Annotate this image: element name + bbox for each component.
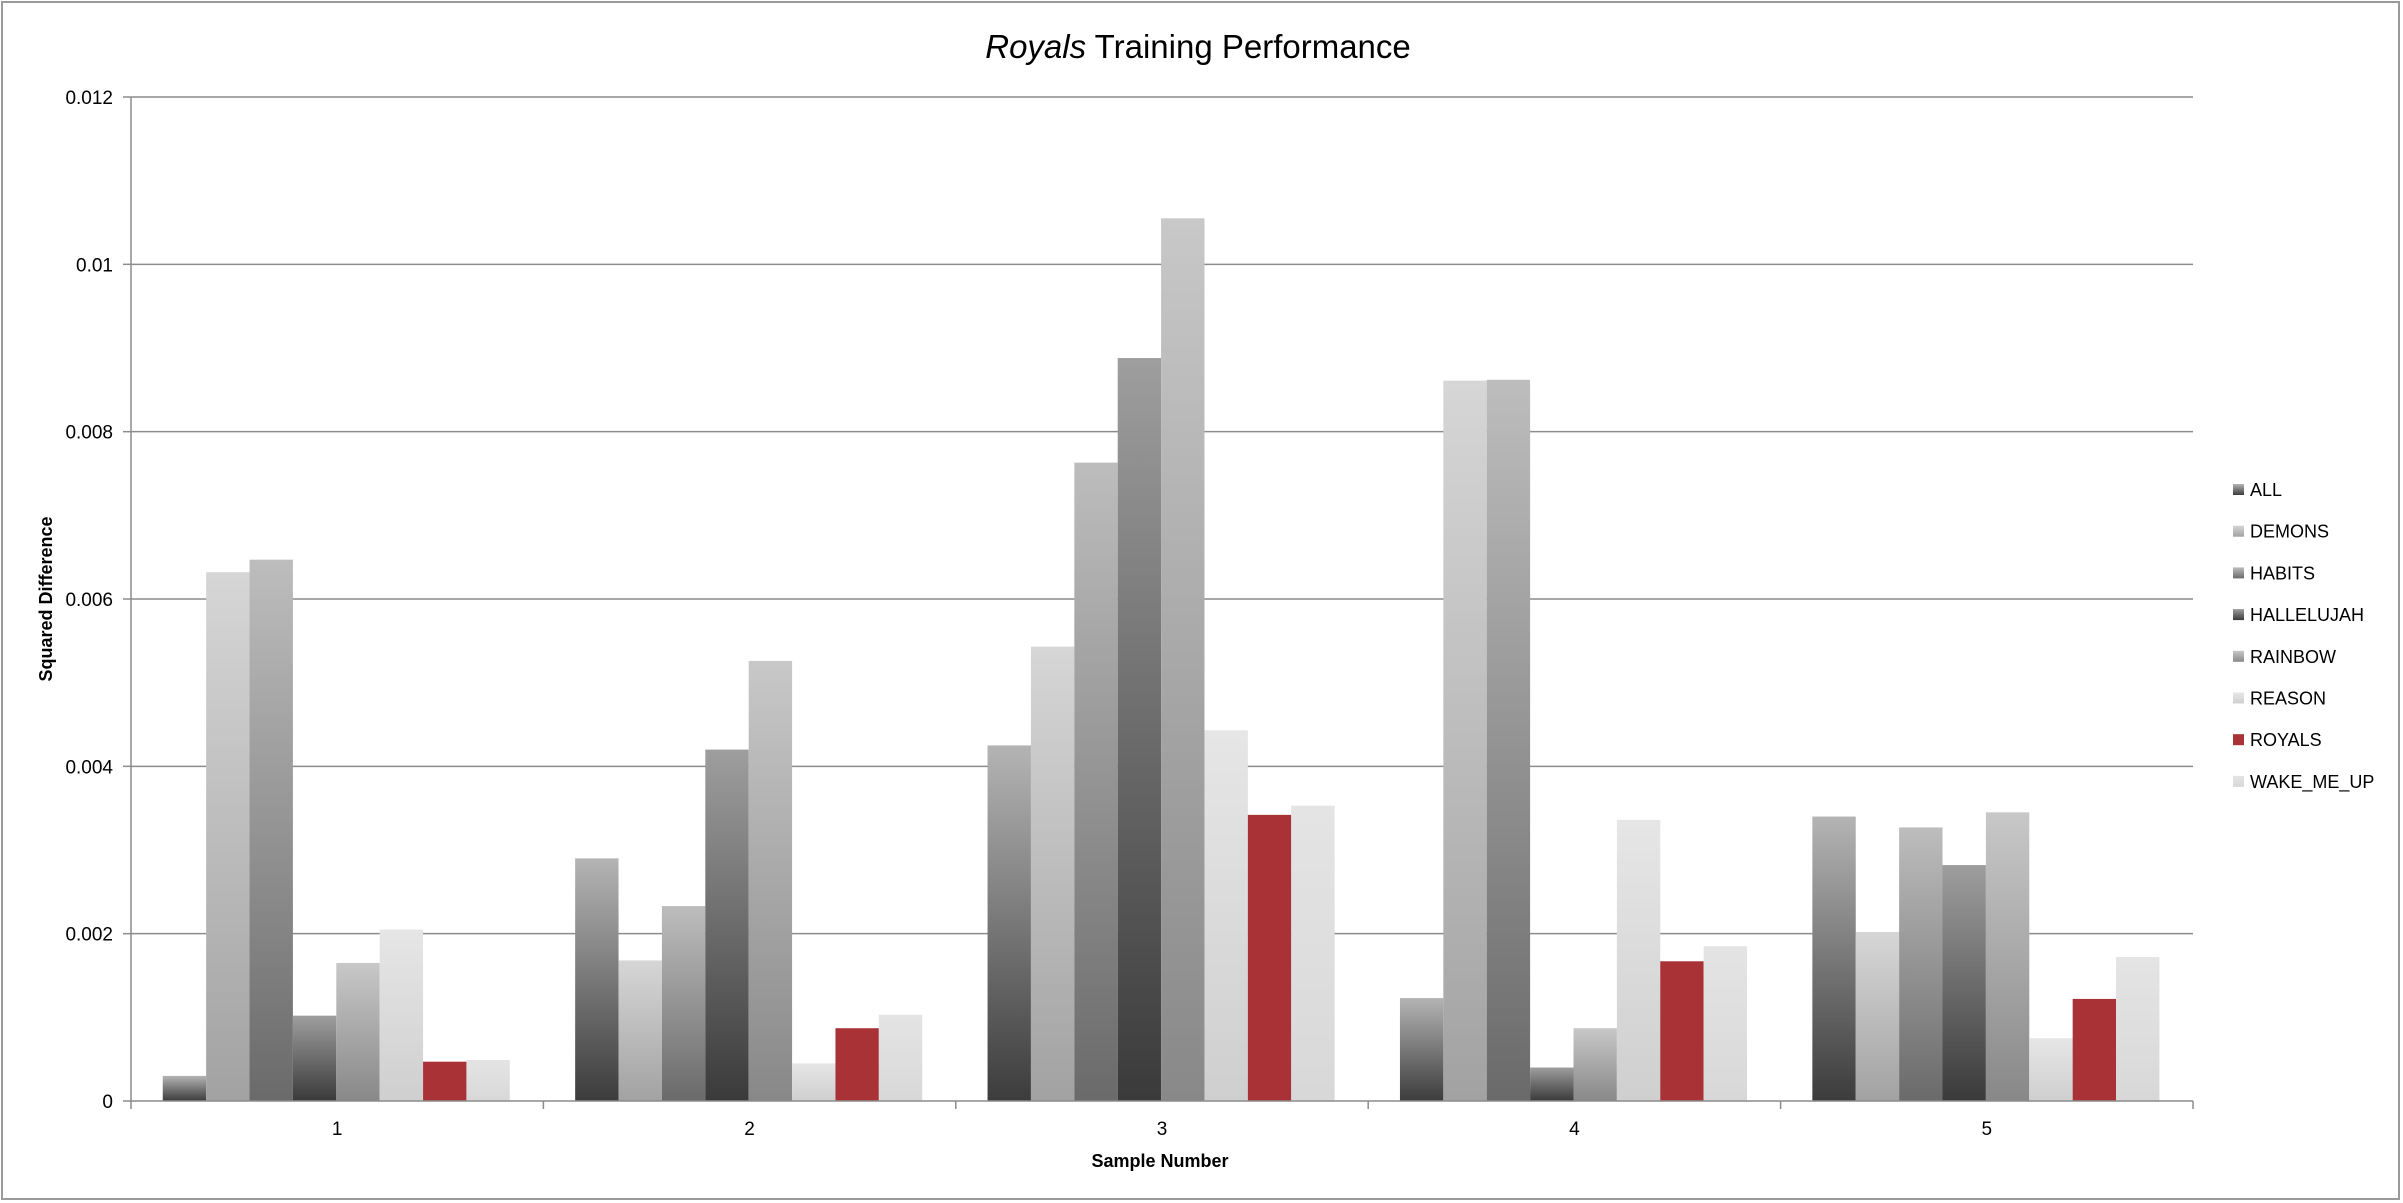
bar-rainbow-sample-2	[748, 660, 793, 1101]
bar-all-sample-3	[987, 745, 1031, 1101]
x-tick-label: 2	[744, 1119, 755, 1140]
bar-demons-sample-4	[1443, 380, 1487, 1101]
chart-title: Royals Training Performance	[985, 28, 1411, 65]
bar-hallelujah-sample-4	[1530, 1067, 1574, 1101]
bar-all-sample-4	[1399, 998, 1444, 1101]
bar-rainbow-sample-3	[1161, 218, 1205, 1102]
bar-habits-sample-4	[1486, 379, 1531, 1101]
legend-swatch-demons	[2233, 525, 2244, 537]
bar-hallelujah-sample-3	[1117, 358, 1162, 1101]
bar-hallelujah-sample-2	[705, 749, 749, 1101]
bar-demons-sample-5	[1855, 931, 1900, 1101]
x-axis-title: Sample Number	[1091, 1151, 1228, 1171]
legend-swatch-wake-me-up	[2233, 775, 2244, 787]
bar-reason-sample-5	[2029, 1038, 2073, 1101]
y-tick-label: 0.002	[65, 925, 113, 946]
bar-hallelujah-sample-1	[292, 1015, 337, 1101]
bar-rainbow-sample-4	[1573, 1028, 1617, 1101]
x-tick-label: 3	[1157, 1119, 1168, 1140]
x-tick-labels: 1 2 3 4 5	[332, 1119, 1992, 1140]
legend-swatch-habits	[2233, 567, 2244, 579]
y-tick-label: 0	[102, 1092, 113, 1113]
y-tick-label: 0.004	[65, 757, 113, 778]
legend-label-hallelujah: HALLELUJAH	[2250, 605, 2364, 625]
y-tick-label: 0.01	[76, 255, 113, 276]
bar-royals-sample-3	[1247, 814, 1292, 1101]
chart-title-italic: Royals	[985, 28, 1086, 65]
bar-habits-sample-5	[1899, 827, 1943, 1101]
bar-reason-sample-2	[792, 1063, 836, 1101]
legend-swatch-all	[2233, 484, 2244, 495]
bar-wake-me-up-sample-2	[878, 1014, 923, 1101]
legend-swatch-hallelujah	[2233, 609, 2244, 621]
legend-swatch-royals	[2233, 734, 2244, 746]
bar-wake-me-up-sample-4	[1703, 946, 1748, 1101]
legend-swatch-rainbow	[2233, 650, 2244, 662]
bar-wake-me-up-sample-3	[1291, 805, 1335, 1101]
bar-demons-sample-1	[206, 572, 250, 1101]
legend-label-all: ALL	[2250, 480, 2282, 500]
legend-label-wake-me-up: WAKE_ME_UP	[2250, 772, 2374, 793]
bar-all-sample-2	[575, 858, 619, 1101]
bar-royals-sample-5	[2072, 998, 2117, 1101]
y-tick-label: 0.006	[65, 590, 113, 611]
y-tick-label: 0.008	[65, 423, 113, 444]
legend-swatch-reason	[2233, 692, 2244, 704]
legend-label-reason: REASON	[2250, 689, 2326, 709]
bars	[162, 218, 2160, 1102]
bar-wake-me-up-sample-5	[2116, 957, 2160, 1101]
bar-reason-sample-1	[379, 929, 424, 1101]
bar-all-sample-1	[162, 1075, 207, 1101]
bar-royals-sample-1	[423, 1061, 467, 1101]
axes	[123, 96, 2194, 1109]
legend-label-habits: HABITS	[2250, 563, 2315, 583]
chart-title-rest: Training Performance	[1086, 28, 1411, 65]
bar-royals-sample-4	[1660, 961, 1704, 1101]
legend-label-demons: DEMONS	[2250, 522, 2329, 542]
bar-habits-sample-1	[249, 559, 293, 1101]
bar-hallelujah-sample-5	[1942, 865, 1986, 1101]
bar-rainbow-sample-5	[1985, 812, 2030, 1101]
bar-demons-sample-3	[1030, 646, 1075, 1101]
x-tick-label: 4	[1569, 1119, 1580, 1140]
bar-demons-sample-2	[618, 960, 662, 1101]
bar-reason-sample-3	[1204, 730, 1248, 1101]
legend-label-rainbow: RAINBOW	[2250, 647, 2336, 667]
bar-royals-sample-2	[835, 1028, 879, 1101]
bar-all-sample-5	[1812, 816, 1856, 1101]
y-tick-label: 0.012	[65, 88, 113, 109]
bar-wake-me-up-sample-1	[466, 1060, 510, 1101]
x-tick-label: 5	[1982, 1119, 1993, 1140]
bar-reason-sample-4	[1616, 819, 1661, 1101]
y-axis-title: Squared Difference	[36, 516, 56, 681]
bar-rainbow-sample-1	[336, 962, 380, 1101]
bar-habits-sample-3	[1074, 462, 1118, 1102]
y-tick-labels: 0 0.002 0.004 0.006 0.008 0.01 0.012	[65, 88, 113, 1113]
legend-label-royals: ROYALS	[2250, 730, 2322, 750]
legend: ALL DEMONS HABITS HALLELUJAH RAINBOW REASON RO…	[2233, 480, 2374, 793]
x-tick-label: 1	[332, 1119, 343, 1140]
bar-habits-sample-2	[661, 906, 706, 1101]
